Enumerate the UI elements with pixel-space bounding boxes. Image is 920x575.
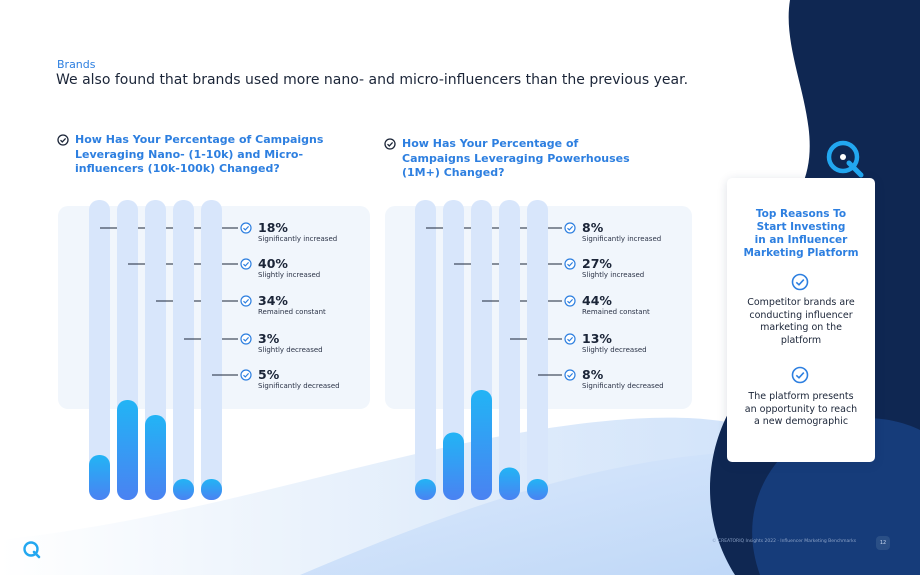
bar-track — [415, 200, 436, 500]
data-label: 13% — [582, 331, 612, 346]
reason-line: The platform presents — [748, 391, 854, 402]
legend-text: 8% Significantly increased — [582, 221, 661, 244]
category-label: Slightly decreased — [582, 346, 647, 354]
legend-item: 34% Remained constant — [240, 294, 326, 317]
footer-text: © CREATORIQ Insights 2022 · Influencer M… — [712, 539, 857, 544]
card-title: Top Reasons To Start Investing in an Inf… — [727, 208, 875, 260]
data-label: 18% — [258, 220, 288, 235]
category-label: Significantly increased — [582, 235, 662, 243]
bar-track — [443, 200, 464, 500]
creatoriq-logo-icon — [23, 541, 41, 559]
legend-item: 27% Slightly increased — [564, 257, 644, 280]
legend-item: 8% Significantly decreased — [564, 368, 664, 391]
check-circle-icon — [384, 138, 396, 150]
legend-item: 40% Slightly increased — [240, 257, 320, 280]
legend-text: 27% Slightly increased — [582, 257, 644, 280]
reason-line: platform — [780, 334, 822, 346]
check-circle-icon — [240, 333, 252, 345]
bar — [499, 467, 520, 500]
data-label: 44% — [582, 293, 612, 308]
check-circle-icon — [564, 258, 576, 270]
legend-text: 13% Slightly decreased — [582, 332, 647, 355]
bar — [201, 479, 222, 500]
reason-line: an opportunity to reach — [744, 403, 858, 415]
legend-text: 8% Significantly decreased — [582, 368, 664, 391]
legend-item: 5% Significantly decreased — [240, 368, 340, 391]
data-label: 27% — [582, 256, 612, 271]
category-label: Slightly increased — [582, 271, 645, 279]
legend-item: 8% Significantly increased — [564, 221, 661, 244]
bar — [527, 479, 548, 500]
check-circle-icon — [564, 222, 576, 234]
legend-text: 3% Slightly decreased — [258, 332, 323, 355]
bar — [415, 479, 436, 500]
legend-text: 44% Remained constant — [582, 294, 650, 317]
legend-item: 18% Significantly increased — [240, 221, 337, 244]
check-circle-icon — [57, 134, 69, 146]
check-circle-icon — [240, 295, 252, 307]
bar — [145, 415, 166, 500]
bar-track — [527, 200, 548, 500]
category-label: Remained constant — [258, 308, 326, 316]
page-number: 12 — [876, 536, 890, 550]
category-label: Significantly increased — [258, 235, 338, 243]
bar-track — [499, 200, 520, 500]
creatoriq-logo-icon — [826, 140, 864, 178]
category-label: Remained constant — [582, 308, 650, 316]
data-label: 3% — [258, 331, 280, 346]
category-label: Slightly decreased — [258, 346, 323, 354]
data-label: 5% — [258, 367, 280, 382]
check-circle-icon — [240, 258, 252, 270]
check-circle-icon — [240, 369, 252, 381]
bar — [117, 400, 138, 500]
check-circle-icon — [791, 366, 809, 384]
check-circle-icon — [791, 273, 809, 291]
legend-text: 40% Slightly increased — [258, 257, 320, 280]
card-title-line: Marketing Platform — [743, 247, 859, 259]
reason-line: Competitor brands are — [747, 297, 855, 308]
chart-1-title: How Has Your Percentage of Campaigns Lev… — [75, 133, 324, 175]
check-circle-icon — [564, 369, 576, 381]
category-label: Significantly decreased — [582, 382, 664, 390]
bar — [89, 455, 110, 500]
legend-text: 5% Significantly decreased — [258, 368, 340, 391]
bar — [173, 479, 194, 500]
reason-2: The platform presents an opportunity to … — [739, 391, 863, 429]
card-title-line: in an Influencer — [754, 234, 848, 246]
bar-track — [173, 200, 194, 500]
reason-line: conducting influencer — [749, 309, 853, 321]
category-label: Slightly increased — [258, 271, 321, 279]
reason-1: Competitor brands are conducting influen… — [739, 297, 863, 347]
card-title-line: Start Investing — [756, 221, 846, 233]
data-label: 40% — [258, 256, 288, 271]
legend-text: 34% Remained constant — [258, 294, 326, 317]
legend-item: 13% Slightly decreased — [564, 332, 647, 355]
category-label: Significantly decreased — [258, 382, 340, 390]
check-circle-icon — [564, 333, 576, 345]
chart-2-title: How Has Your Percentage of Campaigns Lev… — [402, 137, 630, 179]
bar-track — [201, 200, 222, 500]
bar — [471, 390, 492, 500]
check-circle-icon — [564, 295, 576, 307]
bar-track — [89, 200, 110, 500]
legend-text: 18% Significantly increased — [258, 221, 337, 244]
bar — [443, 432, 464, 500]
card-title-line: Top Reasons To — [755, 208, 847, 220]
page-subtitle: We also found that brands used more nano… — [56, 72, 689, 88]
top-reasons-card: Top Reasons To Start Investing in an Inf… — [727, 178, 875, 462]
reason-line: marketing on the — [760, 322, 842, 333]
check-circle-icon — [240, 222, 252, 234]
legend-item: 3% Slightly decreased — [240, 332, 323, 355]
chart-2-heading: How Has Your Percentage of Campaigns Lev… — [384, 137, 644, 181]
data-label: 8% — [582, 367, 604, 382]
reason-line: a new demographic — [753, 416, 849, 427]
data-label: 8% — [582, 220, 604, 235]
section-label: Brands — [57, 58, 96, 71]
data-label: 34% — [258, 293, 288, 308]
chart-1-heading: How Has Your Percentage of Campaigns Lev… — [57, 133, 357, 177]
legend-item: 44% Remained constant — [564, 294, 650, 317]
